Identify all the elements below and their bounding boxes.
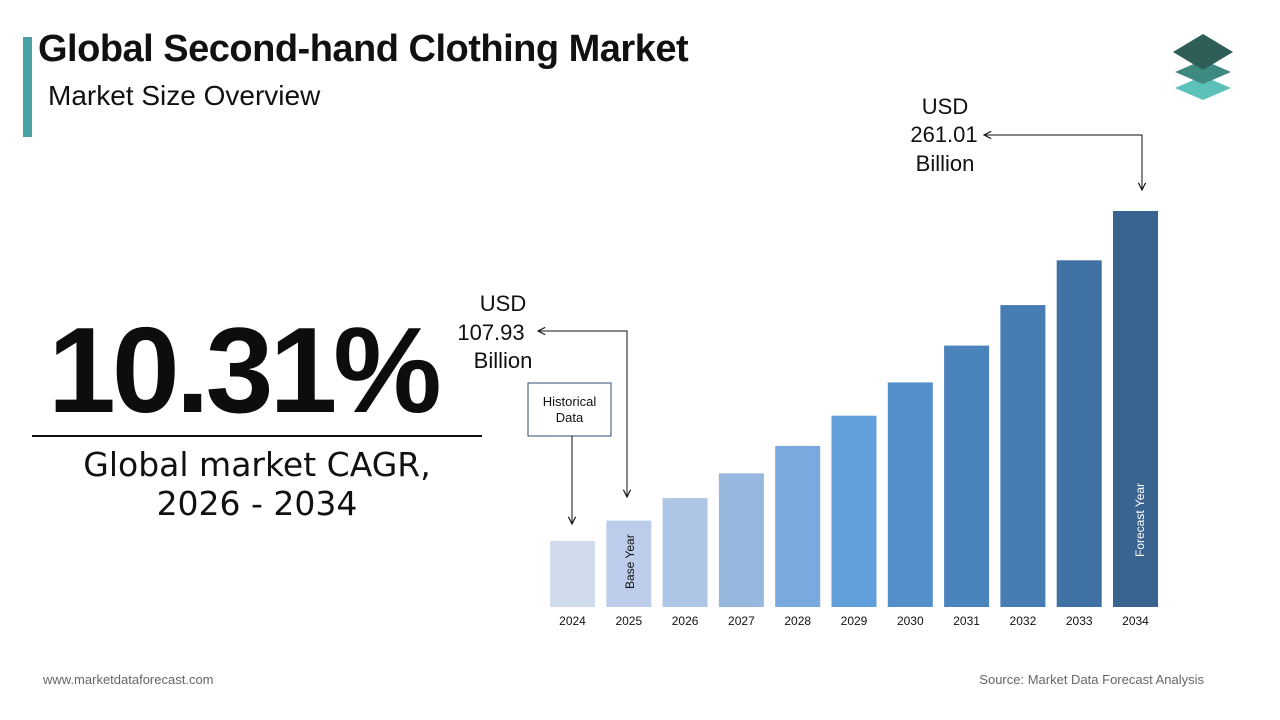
bar-2025 bbox=[606, 520, 652, 607]
cagr-label-line1: Global market CAGR, bbox=[83, 445, 431, 484]
historical-data-label-line1: Historical bbox=[543, 394, 597, 409]
bar-2029 bbox=[831, 415, 877, 607]
x-tick-2033: 2033 bbox=[1066, 614, 1093, 628]
bar-2026 bbox=[662, 498, 708, 607]
cagr-label: Global market CAGR, 2026 - 2034 bbox=[32, 445, 482, 523]
bar-2031 bbox=[944, 345, 990, 607]
x-tick-2029: 2029 bbox=[841, 614, 868, 628]
bar-2030 bbox=[887, 382, 933, 607]
start-value-unit: Billion bbox=[474, 348, 533, 373]
page-subtitle: Market Size Overview bbox=[48, 80, 321, 111]
bar-2033 bbox=[1056, 260, 1102, 607]
bar-2024 bbox=[550, 541, 595, 607]
bar-2027 bbox=[718, 473, 764, 607]
x-tick-2031: 2031 bbox=[953, 614, 980, 628]
x-tick-2027: 2027 bbox=[728, 614, 755, 628]
footer-website: www.marketdataforecast.com bbox=[43, 672, 214, 687]
cagr-label-period: 2026 - 2034 bbox=[156, 484, 358, 523]
historical-data-label-line2: Data bbox=[556, 410, 584, 425]
historical-data-callout: Historical Data bbox=[527, 382, 612, 524]
start-value-callout: USD 107.93 Billion bbox=[457, 291, 627, 497]
x-tick-2025: 2025 bbox=[615, 614, 642, 628]
cagr-value: 10.31% bbox=[48, 302, 442, 438]
base-year-label: Base Year bbox=[623, 534, 637, 589]
page-title: Global Second-hand Clothing Market bbox=[38, 28, 689, 70]
bar-2034 bbox=[1113, 211, 1158, 607]
x-tick-2024: 2024 bbox=[559, 614, 586, 628]
start-value-currency: USD bbox=[480, 291, 526, 316]
x-tick-2028: 2028 bbox=[784, 614, 811, 628]
bar-2028 bbox=[775, 445, 821, 607]
end-value-currency: USD bbox=[922, 94, 968, 119]
start-value-arrow bbox=[538, 331, 627, 497]
bar-2032 bbox=[1000, 305, 1046, 607]
end-value-unit: Billion bbox=[916, 151, 975, 176]
cagr-divider bbox=[32, 435, 482, 437]
x-tick-2030: 2030 bbox=[897, 614, 924, 628]
footer-source: Source: Market Data Forecast Analysis bbox=[979, 672, 1204, 687]
x-tick-2026: 2026 bbox=[672, 614, 699, 628]
x-tick-2034: 2034 bbox=[1122, 614, 1149, 628]
end-value-arrow bbox=[984, 135, 1142, 190]
forecast-year-label: Forecast Year bbox=[1133, 483, 1147, 557]
end-value-amount: 261.01 bbox=[910, 122, 977, 147]
end-value-callout: USD 261.01 Billion bbox=[910, 94, 1142, 190]
stacked-layers-icon bbox=[1173, 34, 1233, 100]
x-tick-2032: 2032 bbox=[1010, 614, 1037, 628]
title-accent-bar bbox=[23, 37, 32, 137]
start-value-amount: 107.93 bbox=[457, 320, 524, 345]
